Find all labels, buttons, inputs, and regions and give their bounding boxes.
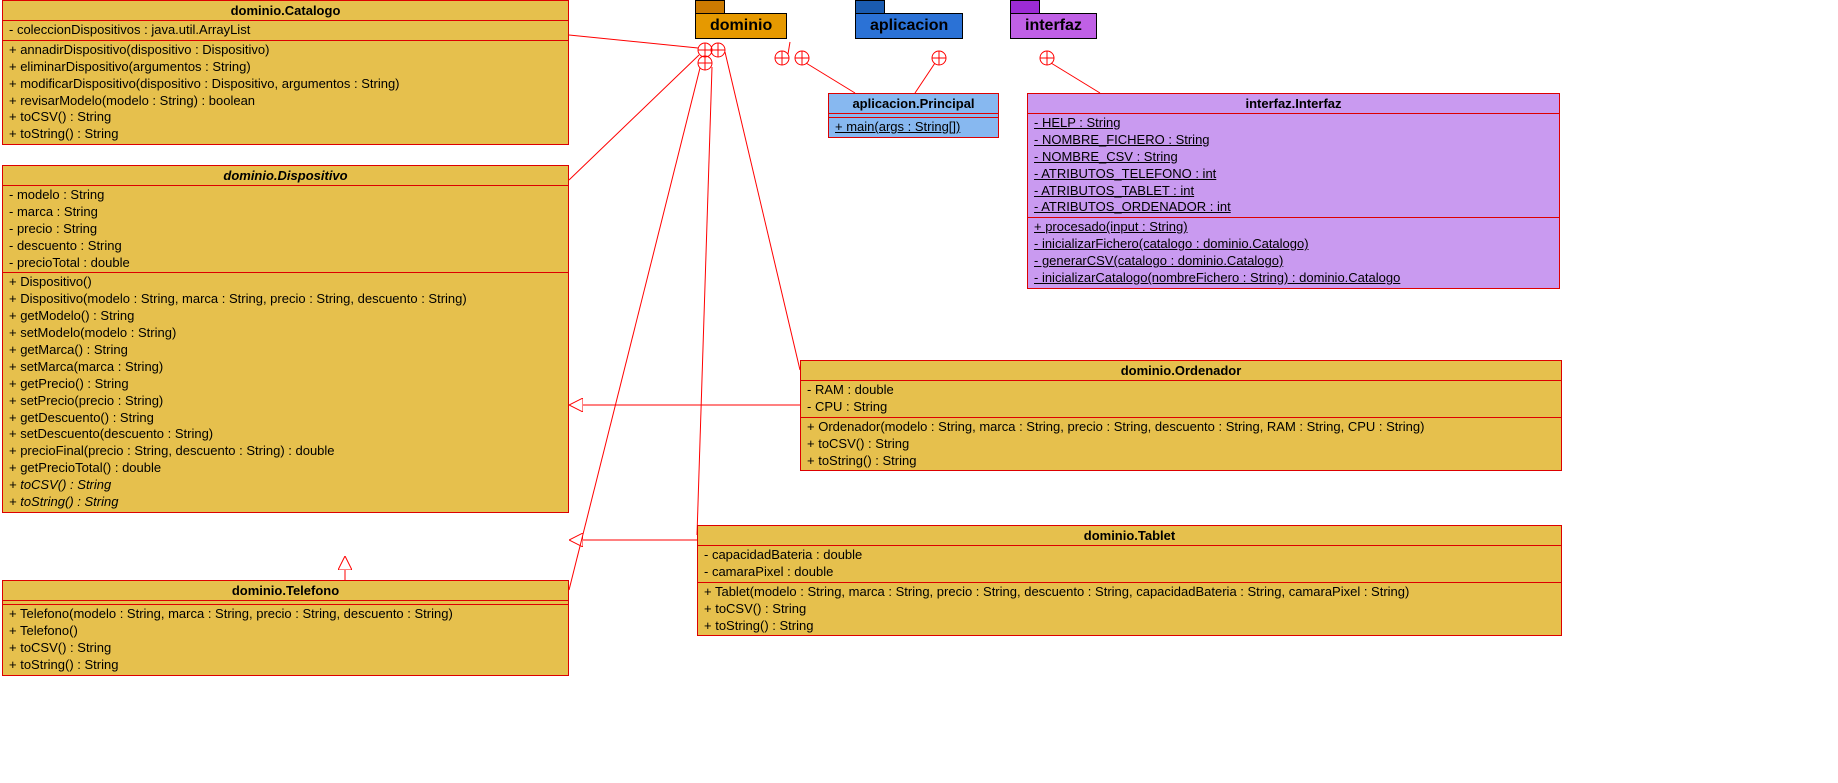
attribute-row: - camaraPixel : double [704,564,1555,581]
class-dispositivo: dominio.Dispositivo- modelo : String- ma… [2,165,569,513]
method-row: + setModelo(modelo : String) [9,325,562,342]
method-row: + toString() : String [9,126,562,143]
class-interfaz: interfaz.Interfaz- HELP : String- NOMBRE… [1027,93,1560,289]
class-title: dominio.Dispositivo [3,166,568,186]
class-ordenador: dominio.Ordenador- RAM : double- CPU : S… [800,360,1562,471]
method-row: + getMarca() : String [9,342,562,359]
package-label: aplicacion [855,13,963,39]
method-row: + procesado(input : String) [1034,219,1553,236]
method-row: + main(args : String[]) [835,119,992,136]
class-title: dominio.Catalogo [3,1,568,21]
attribute-row: - modelo : String [9,187,562,204]
method-row: + toString() : String [9,657,562,674]
attribute-row: - NOMBRE_CSV : String [1034,149,1553,166]
package-label: interfaz [1010,13,1097,39]
method-row: + toCSV() : String [704,601,1555,618]
attribute-row: - NOMBRE_FICHERO : String [1034,132,1553,149]
method-row: + toString() : String [9,494,562,511]
method-row: + Dispositivo(modelo : String, marca : S… [9,291,562,308]
method-row: + Telefono() [9,623,562,640]
method-row: - inicializarCatalogo(nombreFichero : St… [1034,270,1553,287]
method-row: - inicializarFichero(catalogo : dominio.… [1034,236,1553,253]
package-label: dominio [695,13,787,39]
method-row: + toCSV() : String [807,436,1555,453]
method-row: + revisarModelo(modelo : String) : boole… [9,93,562,110]
attributes-section: - capacidadBateria : double- camaraPixel… [698,546,1561,583]
method-row: + Ordenador(modelo : String, marca : Str… [807,419,1555,436]
methods-section: + Telefono(modelo : String, marca : Stri… [3,605,568,675]
methods-section: + Tablet(modelo : String, marca : String… [698,583,1561,636]
class-title: interfaz.Interfaz [1028,94,1559,114]
method-row: + Telefono(modelo : String, marca : Stri… [9,606,562,623]
attribute-row: - ATRIBUTOS_ORDENADOR : int [1034,199,1553,216]
methods-section: + procesado(input : String)- inicializar… [1028,218,1559,288]
attribute-row: - precioTotal : double [9,255,562,272]
attributes-section: - modelo : String- marca : String- preci… [3,186,568,273]
class-telefono: dominio.Telefono + Telefono(modelo : Stri… [2,580,569,676]
attribute-row: - HELP : String [1034,115,1553,132]
attributes-section: - HELP : String- NOMBRE_FICHERO : String… [1028,114,1559,218]
method-row: + getPrecio() : String [9,376,562,393]
method-row: + setPrecio(precio : String) [9,393,562,410]
methods-section: + Ordenador(modelo : String, marca : Str… [801,418,1561,471]
attribute-row: - RAM : double [807,382,1555,399]
package-aplicacion: aplicacion [855,0,963,39]
methods-section: + Dispositivo()+ Dispositivo(modelo : St… [3,273,568,511]
method-row: + toCSV() : String [9,477,562,494]
method-row: + toCSV() : String [9,640,562,657]
attribute-row: - descuento : String [9,238,562,255]
method-row: + getPrecioTotal() : double [9,460,562,477]
attribute-row: - ATRIBUTOS_TELEFONO : int [1034,166,1553,183]
attribute-row: - CPU : String [807,399,1555,416]
method-row: + Dispositivo() [9,274,562,291]
method-row: + Tablet(modelo : String, marca : String… [704,584,1555,601]
method-row: + setMarca(marca : String) [9,359,562,376]
class-tablet: dominio.Tablet- capacidadBateria : doubl… [697,525,1562,636]
class-title: dominio.Telefono [3,581,568,601]
method-row: + annadirDispositivo(dispositivo : Dispo… [9,42,562,59]
method-row: + getDescuento() : String [9,410,562,427]
methods-section: + annadirDispositivo(dispositivo : Dispo… [3,41,568,144]
attribute-row: - marca : String [9,204,562,221]
methods-section: + main(args : String[]) [829,118,998,137]
method-row: + toString() : String [704,618,1555,635]
class-title: aplicacion.Principal [829,94,998,114]
method-row: - generarCSV(catalogo : dominio.Catalogo… [1034,253,1553,270]
method-row: + precioFinal(precio : String, descuento… [9,443,562,460]
attributes-section: - coleccionDispositivos : java.util.Arra… [3,21,568,41]
package-dominio: dominio [695,0,787,39]
method-row: + toString() : String [807,453,1555,470]
package-interfaz: interfaz [1010,0,1097,39]
class-principal: aplicacion.Principal + main(args : String… [828,93,999,138]
attribute-row: - capacidadBateria : double [704,547,1555,564]
class-catalogo: dominio.Catalogo- coleccionDispositivos … [2,0,569,145]
method-row: + setDescuento(descuento : String) [9,426,562,443]
attribute-row: - precio : String [9,221,562,238]
method-row: + toCSV() : String [9,109,562,126]
attribute-row: - ATRIBUTOS_TABLET : int [1034,183,1553,200]
method-row: + modificarDispositivo(dispositivo : Dis… [9,76,562,93]
method-row: + getModelo() : String [9,308,562,325]
attributes-section: - RAM : double- CPU : String [801,381,1561,418]
attribute-row: - coleccionDispositivos : java.util.Arra… [9,22,562,39]
class-title: dominio.Ordenador [801,361,1561,381]
method-row: + eliminarDispositivo(argumentos : Strin… [9,59,562,76]
class-title: dominio.Tablet [698,526,1561,546]
